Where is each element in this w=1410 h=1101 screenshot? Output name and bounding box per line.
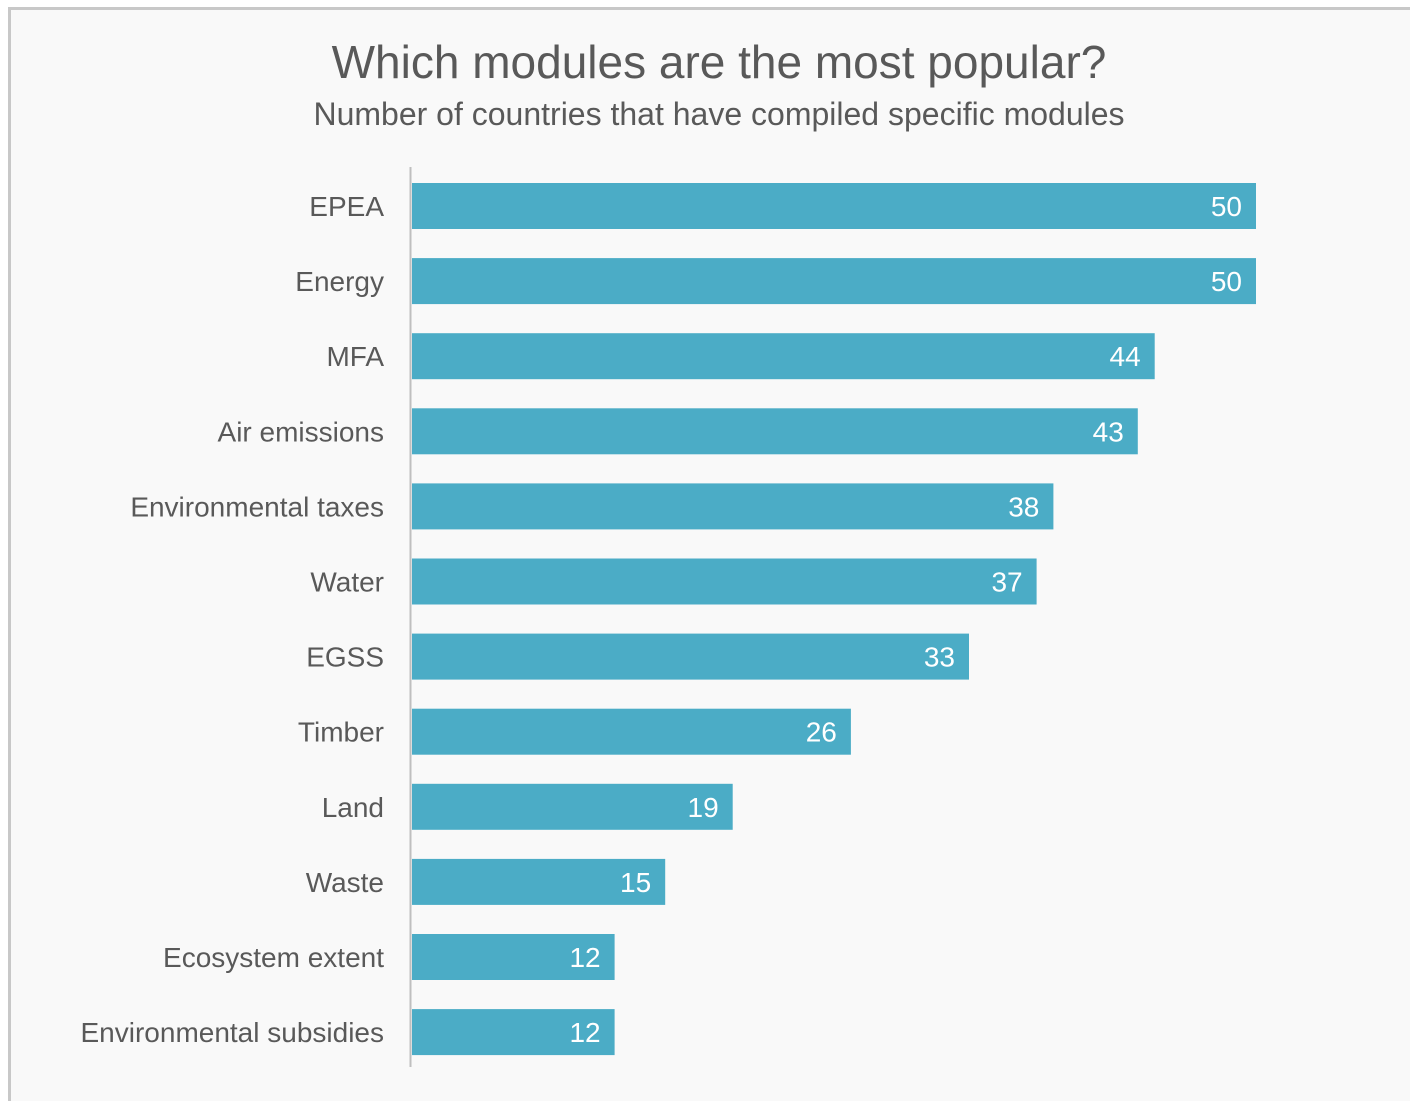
- value-label: 19: [688, 792, 719, 823]
- value-label: 26: [806, 717, 837, 748]
- category-label: Water: [310, 567, 384, 598]
- value-label: 50: [1211, 266, 1242, 297]
- category-label: Environmental subsidies: [81, 1017, 385, 1048]
- bar: [412, 934, 615, 980]
- value-label: 37: [991, 567, 1022, 598]
- bar: [412, 783, 733, 830]
- bar: [412, 258, 1256, 305]
- bar: [412, 708, 851, 755]
- value-label: 50: [1211, 191, 1242, 222]
- category-label: Land: [322, 792, 384, 823]
- bar: [412, 333, 1155, 380]
- category-label: Waste: [306, 867, 384, 898]
- bar: [412, 183, 1256, 229]
- value-label: 43: [1093, 416, 1124, 447]
- category-label: Energy: [295, 266, 384, 297]
- bar: [412, 633, 969, 680]
- bar: [412, 858, 666, 905]
- bars-group: EPEA 50 Energy 50 MFA 44 Air emissions 43 Enviro…: [81, 183, 1256, 1056]
- value-label: 15: [620, 867, 651, 898]
- bar: [412, 408, 1138, 455]
- category-label: Air emissions: [218, 416, 384, 447]
- value-label: 38: [1008, 491, 1039, 522]
- value-label: 33: [924, 642, 955, 673]
- value-label: 12: [569, 942, 600, 973]
- chart-subtitle: Number of countries that have compiled s…: [313, 96, 1124, 132]
- value-label: 44: [1110, 341, 1141, 372]
- chart-title: Which modules are the most popular?: [332, 36, 1107, 88]
- category-label: EGSS: [306, 642, 384, 673]
- bar: [412, 1009, 615, 1056]
- category-label: Ecosystem extent: [163, 942, 384, 973]
- value-label: 12: [569, 1017, 600, 1048]
- category-label: EPEA: [309, 191, 384, 222]
- category-label: Environmental taxes: [130, 491, 384, 522]
- category-label: MFA: [326, 341, 384, 372]
- bar: [412, 483, 1054, 530]
- category-label: Timber: [298, 717, 384, 748]
- bar: [412, 558, 1037, 605]
